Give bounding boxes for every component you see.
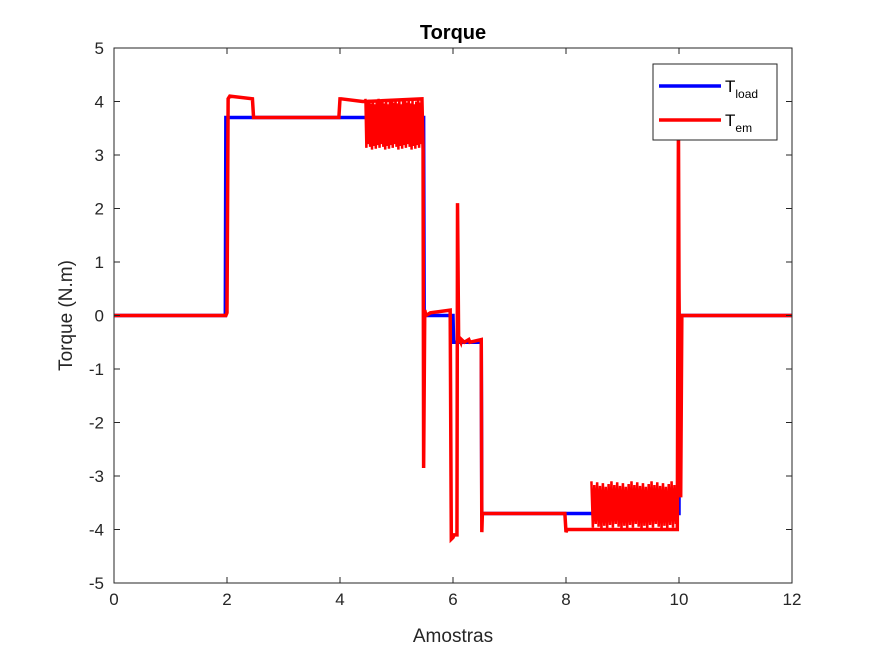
x-tick-label: 0 — [109, 590, 118, 609]
series-line-em — [114, 94, 792, 544]
chart-title: Torque — [420, 22, 486, 44]
y-tick-label: -1 — [89, 360, 104, 379]
series-layer — [114, 94, 792, 544]
y-tick-label: -4 — [89, 521, 104, 540]
x-tick-label: 6 — [448, 590, 457, 609]
y-tick-label: 4 — [95, 93, 104, 112]
oscillation-band-1 — [364, 98, 424, 150]
y-tick-label: 2 — [95, 200, 104, 219]
x-tick-label: 4 — [335, 590, 344, 609]
y-tick-label: 3 — [95, 146, 104, 165]
y-tick-label: -5 — [89, 574, 104, 593]
y-tick-label: -2 — [89, 414, 104, 433]
x-tick-label: 10 — [670, 590, 689, 609]
x-axis-title: Amostras — [413, 626, 493, 647]
y-tick-label: 1 — [95, 253, 104, 272]
y-axis-title: Torque (N.m) — [56, 260, 77, 371]
y-tick-label: 0 — [95, 307, 104, 326]
y-tick-label: 5 — [95, 39, 104, 58]
x-tick-label: 8 — [561, 590, 570, 609]
legend-box — [652, 63, 778, 141]
oscillation-band-2 — [590, 481, 679, 530]
x-tick-label: 2 — [222, 590, 231, 609]
y-tick-label: -3 — [89, 467, 104, 486]
x-tick-label: 12 — [783, 590, 802, 609]
